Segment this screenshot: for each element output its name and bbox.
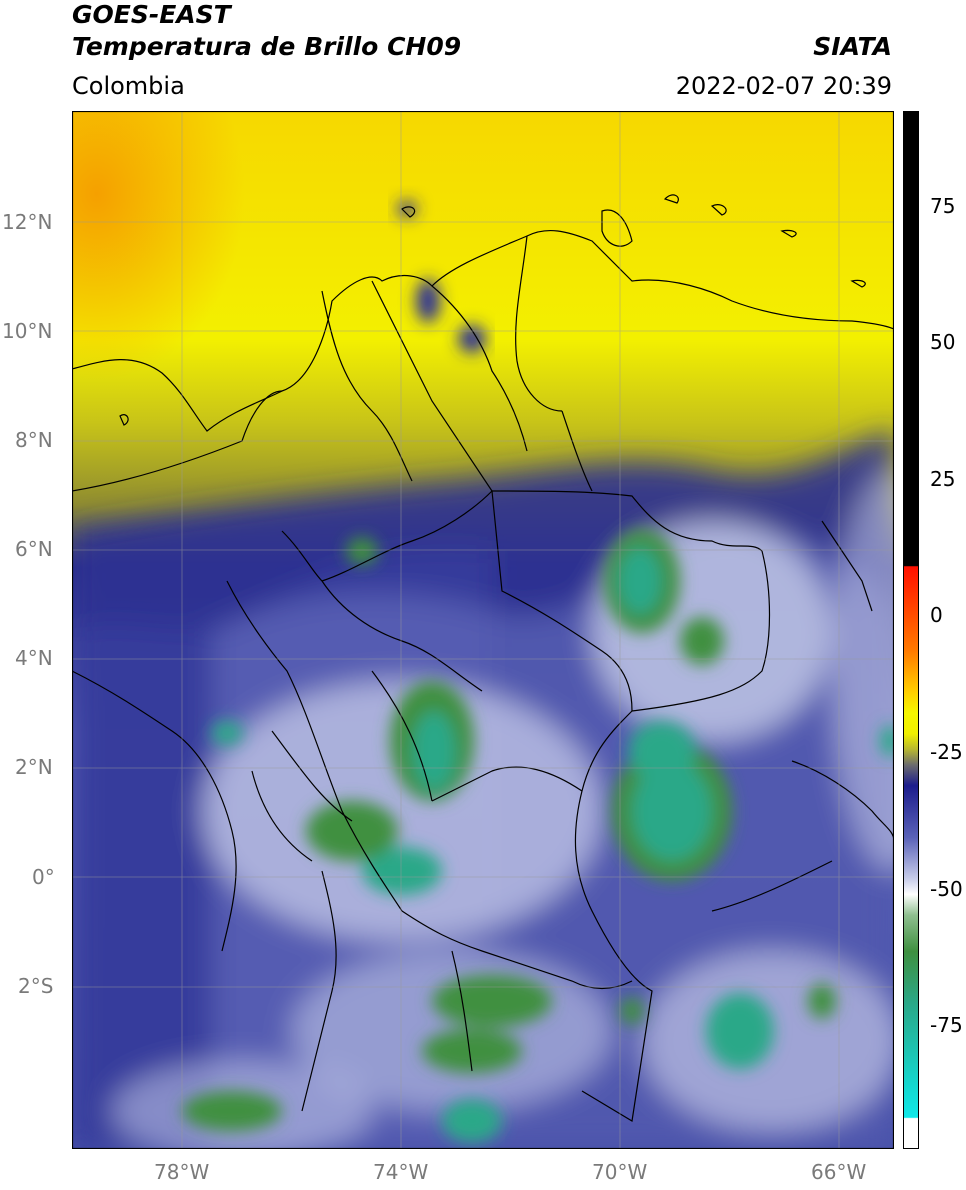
region-label: Colombia bbox=[72, 72, 185, 100]
satellite-title: GOES-EAST bbox=[72, 0, 231, 29]
colorbar-tick-label: 0 bbox=[930, 603, 943, 627]
colorbar-tick-label: -25 bbox=[930, 740, 963, 764]
lat-tick-label: 10°N bbox=[2, 319, 53, 343]
lon-tick-label: 74°W bbox=[373, 1160, 429, 1184]
satellite-map bbox=[72, 111, 894, 1149]
lat-tick-label: 6°N bbox=[15, 537, 53, 561]
map-frame bbox=[72, 111, 894, 1149]
lat-tick-label: 0° bbox=[32, 865, 55, 889]
lat-tick-label: 2°S bbox=[18, 974, 54, 998]
graticule bbox=[72, 111, 894, 1149]
colorbar-tick-label: 50 bbox=[930, 330, 956, 354]
colorbar-tick-label: 75 bbox=[930, 194, 956, 218]
source-label: SIATA bbox=[813, 32, 892, 61]
colorbar-tick-label: -50 bbox=[930, 877, 963, 901]
temperature-colorbar bbox=[903, 111, 919, 1149]
product-title: Temperatura de Brillo CH09 bbox=[72, 32, 462, 61]
lon-tick-label: 78°W bbox=[154, 1160, 210, 1184]
datetime-label: 2022-02-07 20:39 bbox=[675, 72, 892, 100]
colorbar-gradient bbox=[903, 111, 919, 1149]
caribbean-cells bbox=[397, 201, 486, 353]
cold-cloud-tops bbox=[182, 529, 894, 1143]
lon-tick-label: 70°W bbox=[592, 1160, 648, 1184]
lat-tick-label: 12°N bbox=[2, 210, 53, 234]
lat-tick-label: 2°N bbox=[15, 755, 53, 779]
lat-tick-label: 4°N bbox=[15, 646, 53, 670]
lon-tick-label: 66°W bbox=[811, 1160, 867, 1184]
colorbar-tick-label: 25 bbox=[930, 467, 956, 491]
colorbar-tick-label: -75 bbox=[930, 1013, 963, 1037]
coastlines-and-borders bbox=[72, 194, 894, 1122]
lat-tick-label: 8°N bbox=[15, 428, 53, 452]
